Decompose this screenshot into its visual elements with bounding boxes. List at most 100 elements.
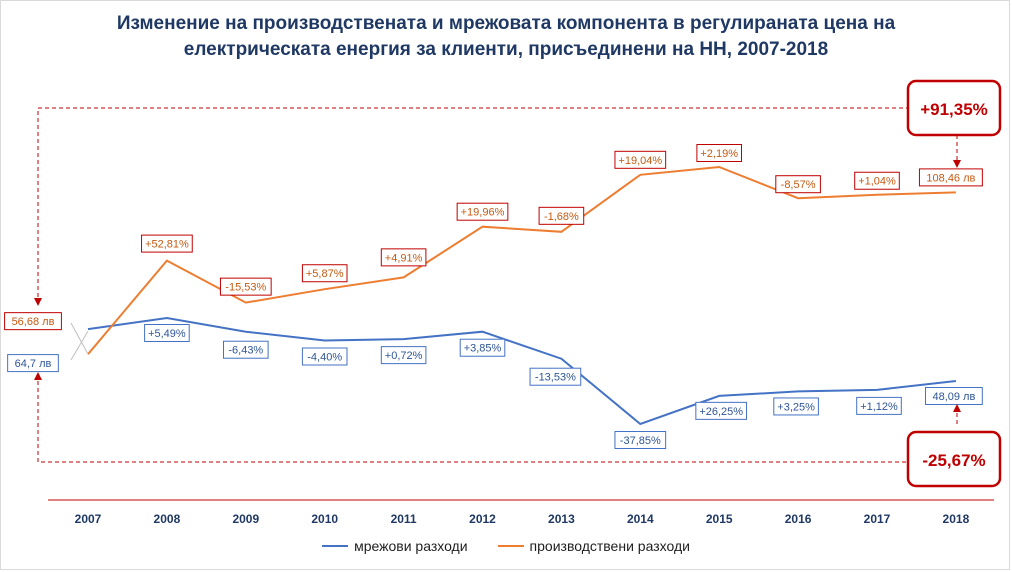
- data-label-text: +2,19%: [700, 148, 738, 160]
- data-label-network-2009: -6,43%: [223, 340, 269, 359]
- data-label-box: [301, 347, 348, 366]
- x-tick-label-2015: 2015: [706, 512, 733, 526]
- x-tick-label-2009: 2009: [232, 512, 259, 526]
- arrowhead-production-end: [953, 160, 961, 168]
- arrowhead-network-end: [953, 404, 961, 412]
- legend: мрежови разходи производствени разходи: [0, 538, 1012, 554]
- legend-swatch-production: [497, 545, 524, 547]
- data-label-text: +4,91%: [385, 252, 423, 264]
- bracket-network: [37, 374, 908, 463]
- data-label-network-2012: +3,85%: [459, 338, 506, 357]
- data-label-network-2011: +0,72%: [380, 346, 427, 365]
- x-tick-label-2014: 2014: [627, 512, 654, 526]
- data-label-text: -1,68%: [544, 211, 579, 223]
- annotation-text: +91,35%: [920, 100, 988, 119]
- x-tick-label-2011: 2011: [391, 512, 417, 526]
- data-label-production-2018: 108,46 лв: [918, 168, 983, 187]
- arrowhead-network-start: [34, 372, 42, 380]
- x-tick-label-2007: 2007: [75, 512, 102, 526]
- data-label-text: +1,04%: [858, 176, 896, 188]
- data-label-text: -13,53%: [535, 372, 576, 384]
- data-label-box: [775, 175, 821, 194]
- x-tick-label-2012: 2012: [469, 512, 496, 526]
- data-label-box: [773, 397, 819, 416]
- data-label-box: [918, 168, 983, 187]
- data-label-box: [459, 338, 506, 357]
- data-label-production-2017: +1,04%: [854, 171, 900, 190]
- data-label-production-2016: -8,57%: [775, 175, 821, 194]
- data-label-text: +3,25%: [777, 401, 815, 413]
- data-label-text: 56,68 лв: [12, 316, 55, 328]
- x-tick-label-2017: 2017: [864, 512, 891, 526]
- x-tick-label-2018: 2018: [943, 512, 970, 526]
- data-label-box: [144, 324, 190, 343]
- data-label-production-2010: +5,87%: [301, 264, 348, 283]
- leader-production-start: [70, 322, 89, 355]
- data-label-box: [696, 144, 743, 162]
- data-label-box: [925, 386, 983, 405]
- data-label-network-2008: +5,49%: [144, 324, 190, 343]
- legend-item-network: мрежови разходи: [322, 538, 468, 554]
- data-label-text: -6,43%: [228, 345, 263, 357]
- data-label-box: [456, 202, 509, 221]
- data-label-box: [614, 431, 667, 449]
- annotation-box: [906, 430, 1002, 488]
- data-label-network-2010: -4,40%: [301, 347, 348, 366]
- data-label-text: -8,57%: [781, 179, 816, 191]
- data-label-production-2015: +2,19%: [696, 144, 743, 162]
- legend-label-network: мрежови разходи: [354, 538, 468, 554]
- arrowhead-production-start: [34, 298, 42, 306]
- data-label-box: [854, 171, 900, 190]
- data-label-text: +1,12%: [860, 401, 898, 413]
- data-label-text: +0,72%: [385, 350, 423, 362]
- data-label-box: [7, 354, 59, 373]
- data-label-text: -4,40%: [307, 351, 342, 363]
- data-label-text: 108,46 лв: [926, 172, 975, 184]
- data-label-box: [614, 150, 667, 169]
- data-label-network-2013: -13,53%: [529, 367, 582, 386]
- data-label-network-2007: 64,7 лв: [7, 354, 59, 373]
- data-label-box: [380, 346, 427, 365]
- annotation-text: -25,67%: [922, 451, 985, 470]
- annotation-production-total: +91,35%: [906, 79, 1002, 137]
- data-label-box: [538, 206, 585, 225]
- x-tick-label-2008: 2008: [154, 512, 181, 526]
- data-label-production-2007: 56,68 лв: [4, 312, 62, 331]
- data-label-production-2008: +52,81%: [141, 234, 193, 253]
- legend-swatch-network: [322, 545, 349, 547]
- leader-network-start: [70, 330, 89, 361]
- data-label-text: +3,85%: [464, 343, 502, 355]
- legend-label-production: производствени разходи: [529, 538, 690, 554]
- series-line-network: [87, 316, 957, 426]
- data-label-box: [4, 312, 62, 331]
- data-label-text: +5,87%: [306, 268, 344, 280]
- data-label-text: 64,7 лв: [15, 358, 52, 370]
- data-label-text: 48,09 лв: [932, 391, 975, 403]
- data-label-text: +52,81%: [145, 239, 189, 251]
- chart-title-line1: Изменение на производствената и мрежоват…: [116, 13, 896, 34]
- x-tick-label-2013: 2013: [548, 512, 575, 526]
- x-tick-label-2010: 2010: [311, 512, 338, 526]
- chart-title-line2: електрическата енергия за клиенти, присъ…: [183, 39, 829, 60]
- data-label-production-2012: +19,96%: [456, 202, 509, 221]
- data-label-network-2016: +3,25%: [773, 397, 819, 416]
- data-label-production-2013: -1,68%: [538, 206, 585, 225]
- x-tick-label-2016: 2016: [785, 512, 812, 526]
- data-label-box: [219, 277, 272, 296]
- legend-item-production: производствени разходи: [497, 538, 690, 554]
- data-label-network-2015: +26,25%: [695, 401, 748, 420]
- data-label-production-2011: +4,91%: [380, 248, 427, 267]
- data-label-box: [141, 234, 193, 253]
- data-label-text: +5,49%: [148, 328, 186, 340]
- data-label-box: [695, 401, 748, 420]
- data-label-box: [223, 340, 269, 359]
- data-label-network-2014: -37,85%: [614, 431, 667, 449]
- data-label-production-2009: -15,53%: [219, 277, 272, 296]
- data-label-network-2018: 48,09 лв: [925, 386, 983, 405]
- data-label-text: -37,85%: [620, 435, 661, 447]
- data-label-text: +19,04%: [618, 155, 662, 167]
- data-label-text: +26,25%: [699, 406, 743, 418]
- data-label-text: -15,53%: [225, 282, 266, 294]
